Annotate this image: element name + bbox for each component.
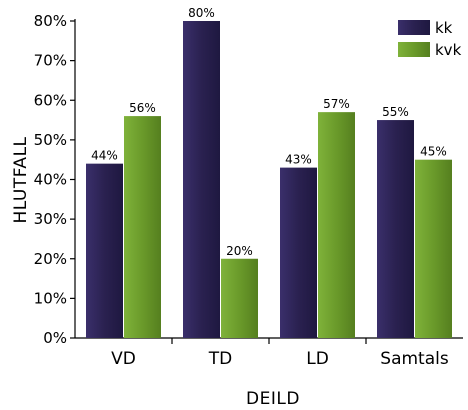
x-tick-label: TD: [208, 349, 232, 369]
data-label: 56%: [129, 101, 156, 115]
y-tick-label: 10%: [34, 289, 67, 307]
legend: kk kvk: [398, 19, 462, 59]
data-label: 55%: [382, 105, 409, 119]
legend-label-kk: kk: [435, 19, 453, 37]
data-label: 45%: [420, 145, 447, 159]
bar-kvk-samtals: [415, 159, 452, 338]
y-tick-label: 40%: [34, 171, 67, 189]
x-tick-label: LD: [306, 349, 329, 369]
data-label: 44%: [91, 149, 118, 163]
y-tick-label: 60%: [34, 91, 67, 109]
plot-area: 0% 10% 20% 30% 40% 50% 60% 70% 80% 44% 56% VD 80% 20%…: [34, 6, 463, 369]
bar-kk-samtals: [377, 120, 414, 338]
x-axis-title: DEILD: [246, 389, 300, 409]
bar-kvk-ld: [318, 112, 355, 338]
x-tick-label: Samtals: [380, 349, 449, 369]
legend-swatch-kvk: [398, 42, 430, 57]
legend-label-kvk: kvk: [435, 41, 462, 59]
y-tick-label: 80%: [34, 12, 67, 30]
data-label: 57%: [323, 97, 350, 111]
bar-kvk-vd: [124, 116, 161, 338]
data-label: 80%: [188, 6, 215, 20]
legend-swatch-kk: [398, 20, 430, 35]
bar-kvk-td: [221, 258, 258, 338]
bar-kk-td: [183, 21, 220, 338]
bar-kk-ld: [280, 167, 317, 338]
bar-kk-vd: [86, 163, 123, 338]
y-tick-label: 70%: [34, 52, 67, 70]
y-tick-label: 20%: [34, 250, 67, 268]
x-tick-label: VD: [111, 349, 136, 369]
y-tick-label: 30%: [34, 210, 67, 228]
y-axis-title: HLUTFALL: [11, 136, 31, 223]
y-tick-label: 50%: [34, 131, 67, 149]
data-label: 43%: [285, 153, 312, 167]
y-tick-label: 0%: [43, 329, 67, 347]
data-label: 20%: [226, 244, 253, 258]
